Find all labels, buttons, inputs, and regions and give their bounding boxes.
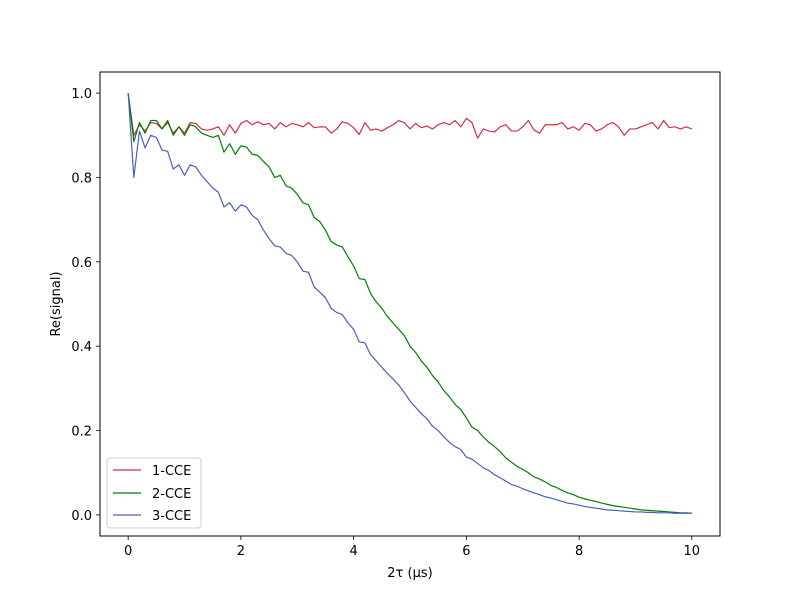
legend-label-2-cce: 2-CCE [152, 487, 191, 502]
x-axis-ticks: 0 2 4 6 8 10 [124, 536, 700, 559]
series-line-2-cce [127, 93, 692, 514]
y-tick-label: 0.8 [71, 171, 92, 186]
series-line-3-cce [127, 93, 692, 514]
series-line-1-cce [127, 93, 693, 139]
legend: 1-CCE 2-CCE 3-CCE [106, 457, 202, 529]
y-tick-label: 0.2 [71, 425, 92, 440]
legend-label-3-cce: 3-CCE [152, 509, 191, 524]
x-tick-label: 0 [124, 544, 132, 559]
x-tick-label: 6 [462, 544, 470, 559]
legend-label-1-cce: 1-CCE [152, 464, 191, 479]
y-tick-label: 1.0 [71, 87, 92, 102]
plot-area-frame [99, 71, 721, 537]
y-tick-label: 0.4 [71, 340, 92, 355]
y-axis-ticks: 0.0 0.2 0.4 0.6 0.8 1.0 [71, 87, 100, 524]
y-axis-label: Re(signal) [49, 271, 64, 336]
x-tick-label: 10 [684, 544, 701, 559]
x-axis-label: 2τ (μs) [387, 566, 432, 581]
x-tick-label: 4 [349, 544, 357, 559]
x-tick-label: 8 [575, 544, 583, 559]
legend-box [106, 457, 202, 529]
x-tick-label: 2 [237, 544, 245, 559]
series-lines [127, 93, 693, 514]
y-tick-label: 0.6 [71, 256, 92, 271]
y-tick-label: 0.0 [71, 509, 92, 524]
